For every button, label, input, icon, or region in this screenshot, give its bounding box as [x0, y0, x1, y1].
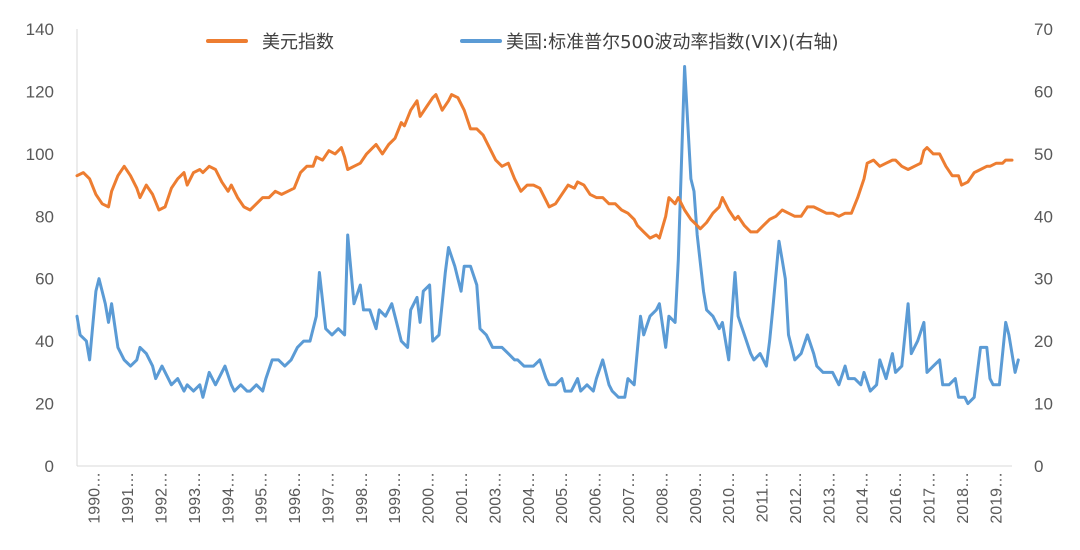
x-tick-label: 2008…: [654, 472, 671, 524]
x-tick-label: 2011…: [755, 472, 772, 522]
y-tick-label-right: 70: [1034, 20, 1053, 39]
x-tick-label: 1998…: [354, 472, 371, 524]
x-tick-label: 2000…: [421, 472, 438, 524]
x-tick-label: 2004…: [521, 472, 538, 524]
x-tick-label: 2009…: [688, 472, 705, 524]
x-tick-label: 2005…: [554, 472, 571, 524]
x-tick-label: 1999…: [387, 472, 404, 524]
y-tick-label-right: 40: [1034, 207, 1053, 226]
x-tick-label: 2019…: [988, 472, 1005, 524]
y-tick-label-left: 120: [26, 82, 54, 101]
x-tick-label: 2006…: [588, 472, 605, 524]
y-tick-label-left: 40: [35, 332, 54, 351]
x-tick-label: 2018…: [955, 472, 972, 524]
y-tick-label-left: 140: [26, 20, 54, 39]
x-tick-label: 2014…: [855, 472, 872, 524]
y-tick-label-right: 60: [1034, 82, 1053, 101]
x-tick-label: 2010…: [721, 472, 738, 524]
y-tick-label-right: 30: [1034, 270, 1053, 289]
x-tick-label: 1995…: [254, 472, 271, 524]
x-tick-label: 1991…: [120, 472, 137, 524]
y-tick-label-right: 0: [1034, 457, 1043, 476]
x-tick-label: 1996…: [287, 472, 304, 524]
x-tick-label: 2003…: [487, 472, 504, 524]
y-tick-label-left: 80: [35, 207, 54, 226]
x-tick-label: 1993…: [187, 472, 204, 524]
x-tick-label: 2013…: [821, 472, 838, 524]
y-axis-right: 0 10 20 30 40 50 60 70: [1034, 20, 1053, 476]
series-line-vix: [75, 65, 1020, 406]
y-tick-label-right: 20: [1034, 332, 1053, 351]
x-tick-label: 1992…: [153, 472, 170, 524]
y-tick-label-left: 100: [26, 145, 54, 164]
y-tick-label-left: 0: [45, 457, 54, 476]
legend: 美元指数 美国:标准普尔500波动率指数(VIX)(右轴): [206, 32, 838, 53]
x-tick-label: 2012…: [788, 472, 805, 524]
y-tick-label-right: 50: [1034, 145, 1053, 164]
x-tick-label: 1994…: [220, 472, 237, 524]
legend-label-vix: 美国:标准普尔500波动率指数(VIX)(右轴): [506, 32, 838, 53]
legend-label-usd: 美元指数: [262, 32, 334, 53]
y-tick-label-left: 60: [35, 270, 54, 289]
y-axis-left: 0 20 40 60 80 100 120 140: [26, 20, 78, 476]
y-tick-label-right: 10: [1034, 395, 1053, 414]
x-tick-label: 2007…: [621, 472, 638, 524]
x-tick-label: 2001…: [454, 472, 471, 524]
x-axis: 1990… 1991… 1992… 1993… 1994… 1995… 1996… 1997……: [77, 465, 1012, 524]
series-layer: [75, 65, 1020, 406]
y-tick-label-left: 20: [35, 395, 54, 414]
x-tick-label: 2016…: [888, 472, 905, 524]
series-line-usd-index: [75, 93, 1014, 240]
x-tick-label: 2017…: [922, 472, 939, 524]
x-tick-label: 1990…: [87, 472, 104, 524]
x-tick-label: 1997…: [320, 472, 337, 524]
